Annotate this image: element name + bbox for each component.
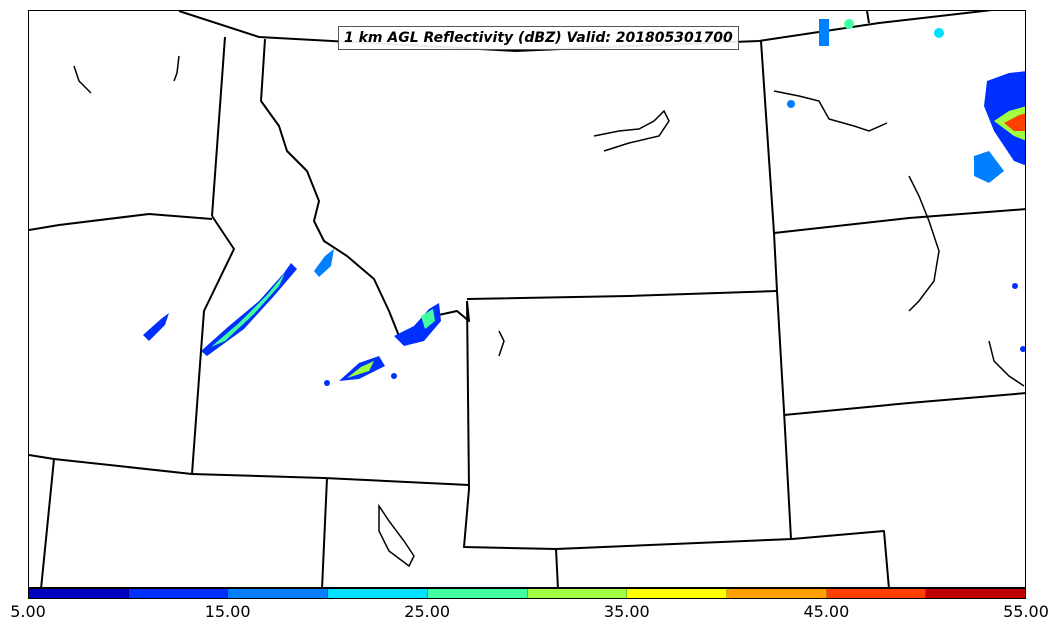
colorbar-segment (328, 589, 428, 598)
colorbar-tick-label: 15.00 (204, 602, 251, 621)
nd-sd-border (773, 208, 1025, 234)
echo-id-spot-2 (324, 380, 330, 386)
echo-oregon-small (143, 313, 169, 341)
idaho-wyoming-border (466, 300, 470, 490)
echo-mt-spot (787, 100, 795, 108)
or-idaho-border (191, 215, 235, 475)
map-panel: 1 km AGL Reflectivity (dBZ) Valid: 20180… (28, 10, 1026, 588)
echo-wyoming-nw-core (421, 309, 435, 329)
montana-wyoming-border (466, 290, 778, 300)
colorbar-segment (826, 589, 927, 598)
fort-peck-lake (593, 109, 670, 152)
lake-chelan (73, 65, 92, 94)
colorbar-tick-label: 45.00 (803, 602, 850, 621)
colorbar-segment (128, 589, 229, 598)
wyoming-east-border (776, 290, 792, 540)
echo-nd-west (974, 151, 1004, 183)
colorbar-tick-label: 35.00 (603, 602, 650, 621)
lake-oahe (988, 340, 1025, 387)
echo-wyoming-nw (394, 303, 441, 346)
colorbar-tick-label: 25.00 (404, 602, 451, 621)
colorbar-segment (228, 589, 329, 598)
echo-idaho-south-core (347, 361, 374, 378)
or-wa-border (29, 213, 213, 231)
echo-oregon-idaho-band (201, 263, 297, 356)
colorbar (28, 588, 1026, 599)
echo-idaho-north (314, 249, 334, 277)
colorbar-segment (627, 589, 727, 598)
colorbar-segment (926, 589, 1026, 598)
echo-sd-spot (1020, 346, 1025, 352)
echo-montana-ne-peak (1004, 113, 1025, 131)
great-salt-lake (378, 503, 415, 568)
ca-nv-border (40, 458, 55, 587)
echo-north-spot-2 (934, 28, 944, 38)
wa-idaho-border (211, 36, 226, 217)
map-canvas (29, 11, 1025, 587)
echo-sd-spot-2 (1012, 283, 1018, 289)
colorbar-segment (527, 589, 628, 598)
echo-id-spot (391, 373, 397, 379)
sd-ne-border (783, 392, 1025, 416)
flathead-lake (173, 55, 180, 82)
lake-sakakawea (908, 175, 940, 312)
idaho-south-border (191, 473, 470, 486)
colorbar-tick-label: 5.00 (10, 602, 46, 621)
utah-colorado-border (555, 548, 559, 587)
state-boundaries (29, 11, 1025, 587)
nd-mn-border (866, 11, 870, 24)
colorbar-segment (726, 589, 827, 598)
montana-dakotas-border (760, 40, 778, 292)
echo-north-dots (819, 19, 829, 46)
reflectivity-echoes (143, 19, 1025, 386)
utah-wyoming-border (463, 488, 890, 587)
colorbar-segment (427, 589, 528, 598)
missouri-river (773, 90, 888, 132)
nevada-utah-border (321, 477, 328, 587)
map-title: 1 km AGL Reflectivity (dBZ) Valid: 20180… (338, 26, 739, 50)
echo-north-spot (844, 19, 854, 29)
idaho-montana-border (260, 38, 470, 337)
water-bodies (73, 55, 1025, 568)
yellowstone-lake (498, 330, 505, 357)
colorbar-tick-label: 55.00 (1003, 602, 1049, 621)
colorbar-segment (29, 589, 129, 598)
